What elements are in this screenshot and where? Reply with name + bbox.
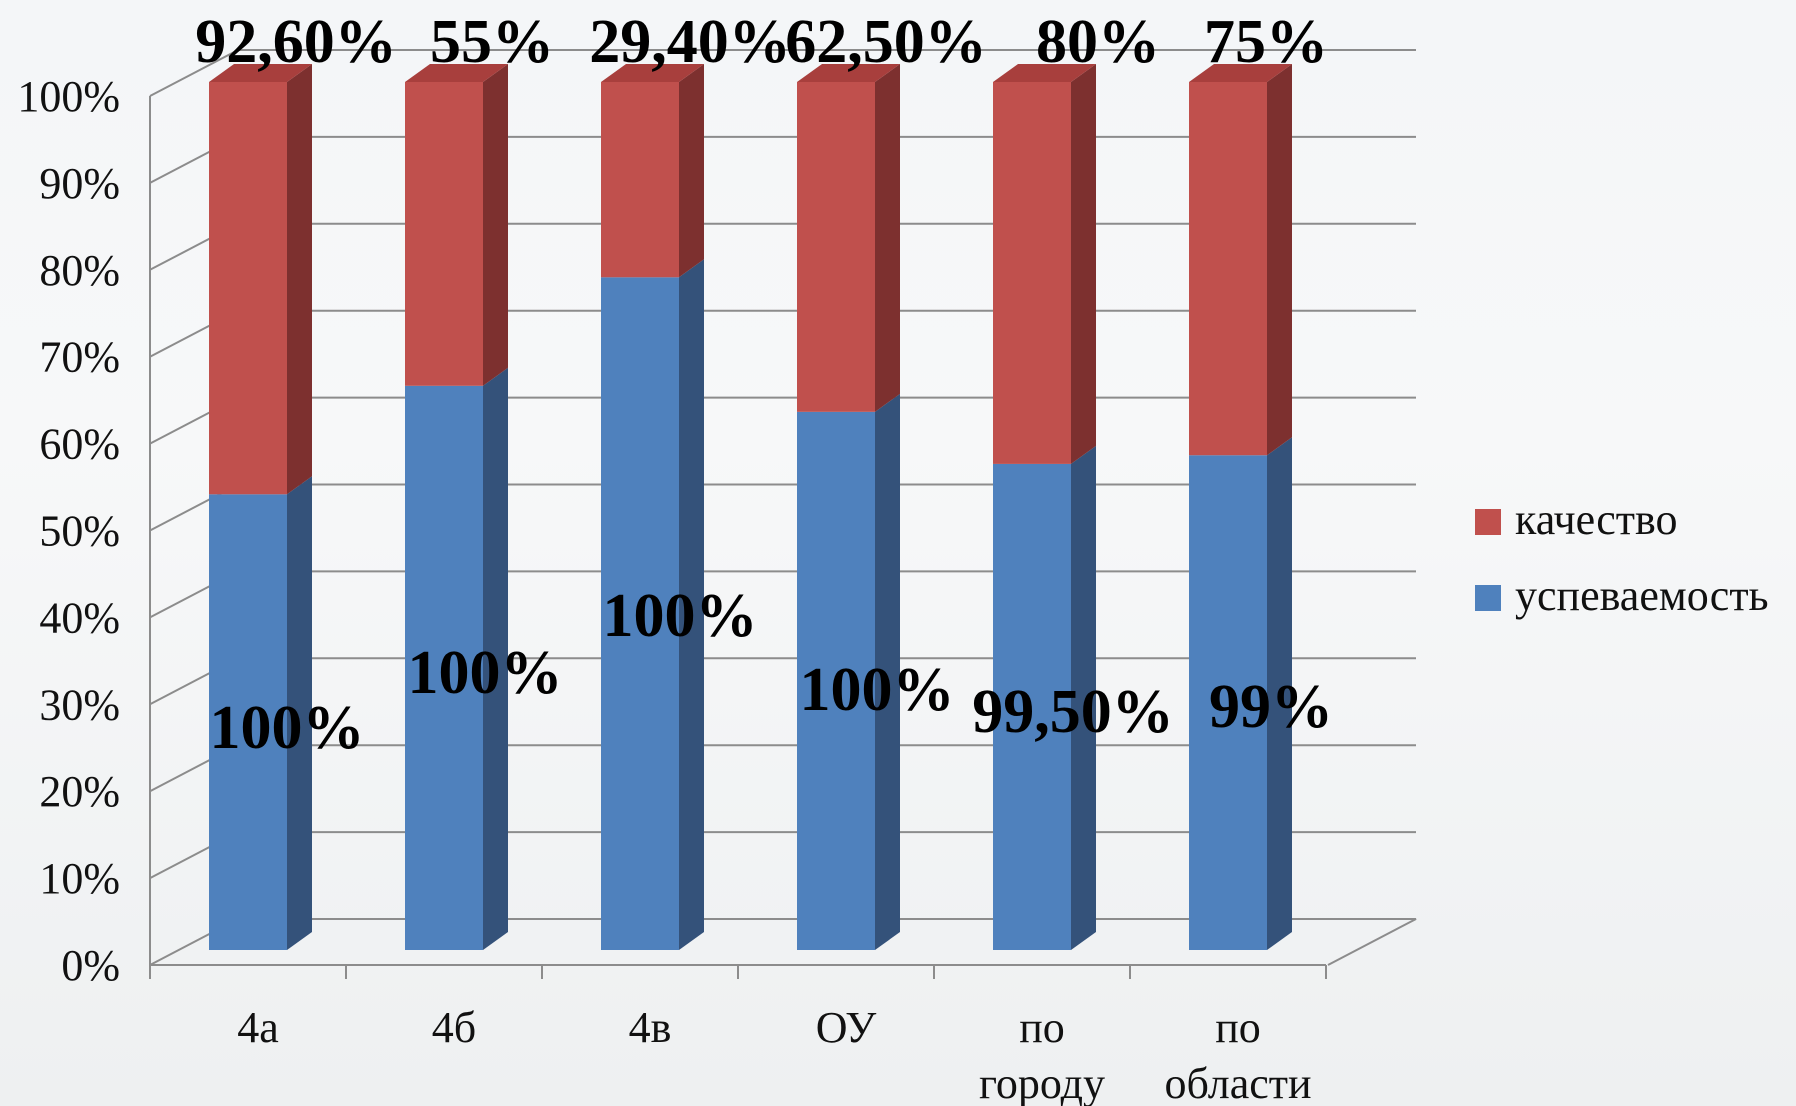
data-label-uspevaemost: 100%	[408, 639, 563, 707]
bar-kachestvo-top	[601, 64, 704, 82]
gridline	[149, 49, 1416, 97]
bar-kachestvo	[797, 82, 875, 412]
data-label-kachestvo: 80%	[1036, 8, 1160, 76]
x-category-label: по	[1019, 1003, 1065, 1052]
data-label-kachestvo: 55%	[430, 8, 554, 76]
x-category-label: области	[1164, 1059, 1311, 1106]
data-label-kachestvo: 75%	[1204, 8, 1328, 76]
legend-label: качество	[1515, 495, 1677, 544]
y-tick-label: 80%	[39, 246, 120, 295]
y-tick-label: 40%	[39, 593, 120, 642]
y-tick-label: 60%	[39, 420, 120, 469]
y-tick-label: 70%	[39, 333, 120, 382]
data-label-kachestvo: 92,60%	[195, 8, 397, 76]
bar-kachestvo	[209, 82, 287, 495]
bar-kachestvo-side	[875, 64, 900, 412]
bar-uspevaemost-side	[287, 476, 312, 950]
bar-uspevaemost-side	[1267, 437, 1292, 950]
bar-kachestvo-side	[287, 64, 312, 495]
bar-uspevaemost-side	[875, 393, 900, 951]
bar-kachestvo-top	[209, 64, 312, 82]
data-label-kachestvo: 29,40%	[589, 8, 791, 76]
data-label-kachestvo: 62,50%	[785, 8, 987, 76]
y-tick-label: 10%	[39, 854, 120, 903]
bar-kachestvo	[405, 82, 483, 386]
bar-kachestvo-side	[1071, 64, 1096, 464]
y-tick-label: 20%	[39, 767, 120, 816]
bar-kachestvo	[601, 82, 679, 278]
data-label-uspevaemost: 100%	[603, 582, 758, 650]
bars	[209, 64, 1292, 951]
x-category-label: городу	[979, 1059, 1105, 1106]
legend-swatch	[1475, 585, 1501, 611]
x-category-label: 4в	[629, 1003, 672, 1052]
bar-kachestvo-top	[1189, 64, 1292, 82]
data-label-uspevaemost: 100%	[210, 694, 365, 762]
x-category-label: 4б	[432, 1003, 476, 1052]
legend-swatch	[1475, 509, 1501, 535]
bar-uspevaemost	[993, 463, 1071, 950]
data-labels: 92,60% 100% 55% 100% 29,40% 100% 62,50% 100% 80%…	[195, 8, 1333, 762]
axes: 0% 10% 20% 30% 40% 50% 60% 70% 80% 90% 100% 4а 4б 4в О…	[17, 72, 1417, 1106]
data-label-uspevaemost: 100%	[800, 656, 955, 724]
bar-kachestvo-side	[483, 64, 508, 386]
bar-kachestvo-top	[405, 64, 508, 82]
bar-uspevaemost-side	[483, 367, 508, 950]
bar-uspevaemost-side	[1071, 445, 1096, 950]
y-tick-label: 30%	[39, 680, 120, 729]
legend-label: успеваемость	[1515, 571, 1769, 620]
bar-kachestvo-side	[679, 64, 704, 278]
bar-kachestvo	[993, 82, 1071, 464]
x-category-label: ОУ	[816, 1003, 877, 1052]
data-label-uspevaemost: 99%	[1209, 673, 1333, 741]
y-tick-label: 0%	[61, 941, 120, 990]
bar-uspevaemost	[1189, 455, 1267, 950]
x-category-label: 4а	[237, 1003, 279, 1052]
y-tick-label: 50%	[39, 507, 120, 556]
legend: качество успеваемость	[1475, 495, 1769, 620]
bar-kachestvo	[1189, 82, 1267, 456]
bar-kachestvo-top	[993, 64, 1096, 82]
data-label-uspevaemost: 99,50%	[972, 678, 1174, 746]
y-tick-label: 90%	[39, 159, 120, 208]
bar-uspevaemost	[405, 385, 483, 950]
bar-uspevaemost	[209, 494, 287, 950]
x-category-label: по	[1215, 1003, 1261, 1052]
bar-kachestvo-side	[1267, 64, 1292, 456]
bar-uspevaemost-side	[679, 259, 704, 950]
bar-uspevaemost	[601, 277, 679, 950]
y-tick-label: 100%	[17, 72, 120, 121]
bar-kachestvo-top	[797, 64, 900, 82]
bar-uspevaemost	[797, 411, 875, 951]
